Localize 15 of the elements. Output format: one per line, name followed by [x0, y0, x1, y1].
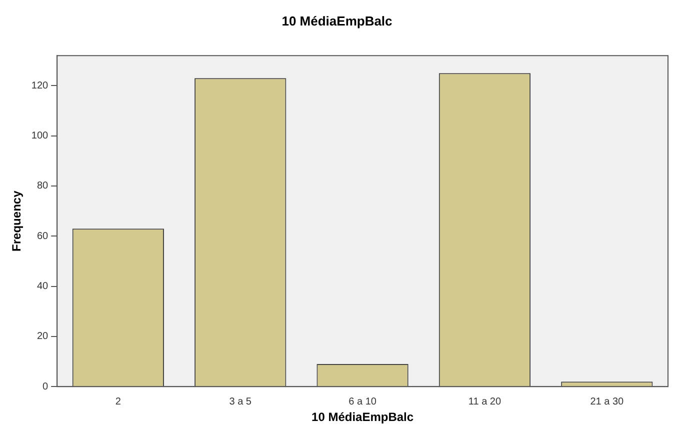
y-tick-label: 100 — [31, 130, 49, 142]
x-tick-label: 21 a 30 — [590, 396, 624, 408]
y-tick-label: 60 — [36, 230, 49, 242]
y-tick-label: 40 — [36, 281, 49, 292]
chart-title: 10 MédiaEmpBalc — [282, 13, 392, 28]
y-axis-title: Frequency — [10, 190, 24, 252]
y-tick-label: 80 — [36, 180, 49, 192]
y-tick-label: 120 — [31, 80, 49, 92]
x-tick-label: 3 a 5 — [229, 396, 252, 408]
x-axis-title: 10 MédiaEmpBalc — [312, 410, 414, 424]
x-tick-label: 6 a 10 — [348, 396, 377, 408]
y-tick-label: 20 — [36, 331, 49, 342]
y-tick-label: 0 — [42, 381, 49, 392]
x-tick-label: 11 a 20 — [468, 396, 502, 408]
x-tick-label: 2 — [115, 396, 122, 408]
